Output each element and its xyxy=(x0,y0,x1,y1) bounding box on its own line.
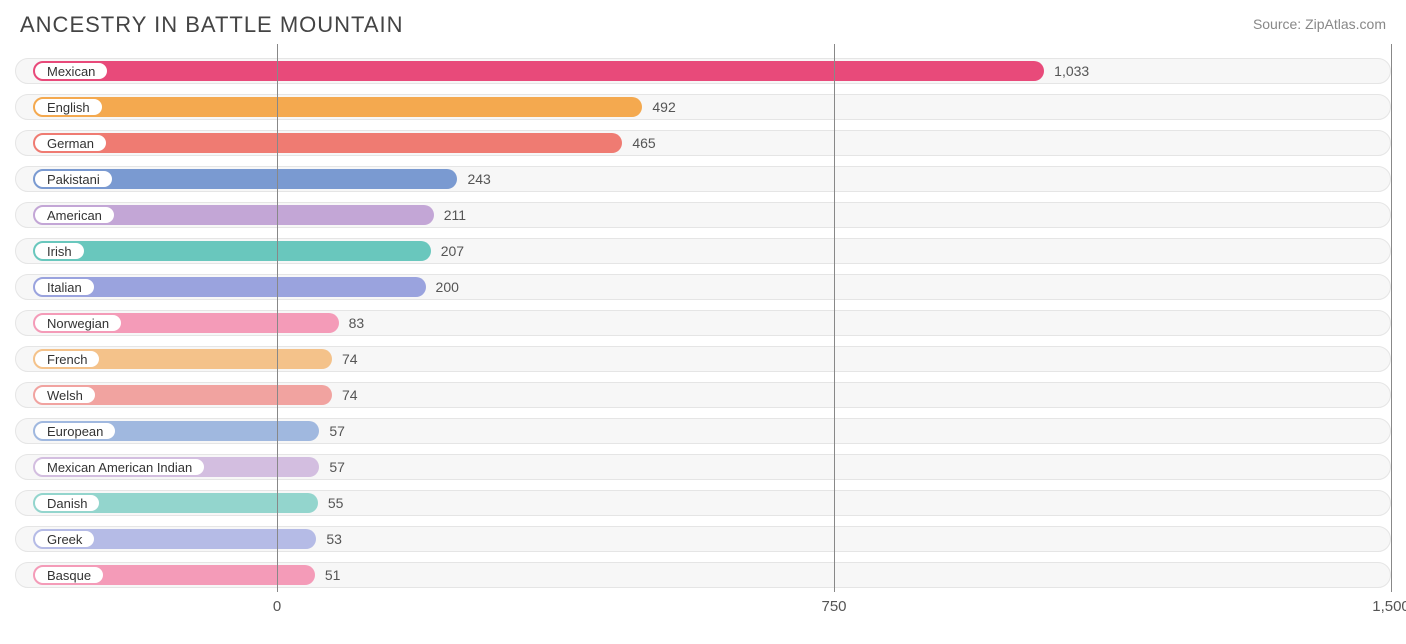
bar xyxy=(35,97,642,117)
bar-value-label: 57 xyxy=(319,457,345,477)
x-tick-label: 1,500 xyxy=(1372,598,1406,615)
x-tick-label: 750 xyxy=(821,598,846,615)
gridline xyxy=(277,44,278,592)
x-tick-label: 0 xyxy=(273,598,281,615)
gridline xyxy=(834,44,835,592)
bar-row: Italian 200 xyxy=(15,270,1391,304)
category-pill: Pakistani xyxy=(33,169,114,189)
bar-value-label: 211 xyxy=(434,205,466,225)
category-pill: English xyxy=(33,97,104,117)
bar-value-label: 207 xyxy=(431,241,464,261)
bar xyxy=(35,241,431,261)
chart-area: Mexican 1,033 English 492 German 465 Pakistani… xyxy=(15,44,1391,622)
bar-value-label: 74 xyxy=(332,385,358,405)
bar xyxy=(35,61,1044,81)
bar-row: Pakistani 243 xyxy=(15,162,1391,196)
category-pill: Danish xyxy=(33,493,101,513)
category-pill: Mexican xyxy=(33,61,109,81)
bar-row: American 211 xyxy=(15,198,1391,232)
bar-row: Welsh 74 xyxy=(15,378,1391,412)
bar-value-label: 465 xyxy=(622,133,655,153)
bar-value-label: 83 xyxy=(339,313,365,333)
bar-value-label: 55 xyxy=(318,493,344,513)
bar-row: German 465 xyxy=(15,126,1391,160)
chart-header: ANCESTRY IN BATTLE MOUNTAIN Source: ZipA… xyxy=(0,0,1406,44)
category-pill: Welsh xyxy=(33,385,97,405)
bar-value-label: 57 xyxy=(319,421,345,441)
bar-row: Greek 53 xyxy=(15,522,1391,556)
bar-value-label: 243 xyxy=(457,169,490,189)
category-pill: Greek xyxy=(33,529,96,549)
chart-source: Source: ZipAtlas.com xyxy=(1253,12,1386,32)
bar-row: English 492 xyxy=(15,90,1391,124)
category-pill: American xyxy=(33,205,116,225)
bar-row: Mexican 1,033 xyxy=(15,54,1391,88)
bar-value-label: 200 xyxy=(426,277,459,297)
bar-value-label: 53 xyxy=(316,529,342,549)
chart-title: ANCESTRY IN BATTLE MOUNTAIN xyxy=(20,12,404,38)
category-pill: Italian xyxy=(33,277,96,297)
bar-value-label: 74 xyxy=(332,349,358,369)
chart-bars: Mexican 1,033 English 492 German 465 Pakistani… xyxy=(15,44,1391,592)
gridline xyxy=(1391,44,1392,592)
category-pill: German xyxy=(33,133,108,153)
category-pill: Norwegian xyxy=(33,313,123,333)
bar-row: Norwegian 83 xyxy=(15,306,1391,340)
category-pill: European xyxy=(33,421,117,441)
category-pill: Irish xyxy=(33,241,86,261)
bar-value-label: 51 xyxy=(315,565,341,585)
category-pill: French xyxy=(33,349,101,369)
bar-row: Irish 207 xyxy=(15,234,1391,268)
bar-row: Mexican American Indian 57 xyxy=(15,450,1391,484)
bar-row: Basque 51 xyxy=(15,558,1391,592)
bar-row: Danish 55 xyxy=(15,486,1391,520)
bar xyxy=(35,133,622,153)
category-pill: Mexican American Indian xyxy=(33,457,206,477)
bar-row: French 74 xyxy=(15,342,1391,376)
bar-value-label: 1,033 xyxy=(1044,61,1089,81)
bar-value-label: 492 xyxy=(642,97,675,117)
category-pill: Basque xyxy=(33,565,105,585)
bar-row: European 57 xyxy=(15,414,1391,448)
x-axis: 07501,500 xyxy=(15,594,1391,622)
